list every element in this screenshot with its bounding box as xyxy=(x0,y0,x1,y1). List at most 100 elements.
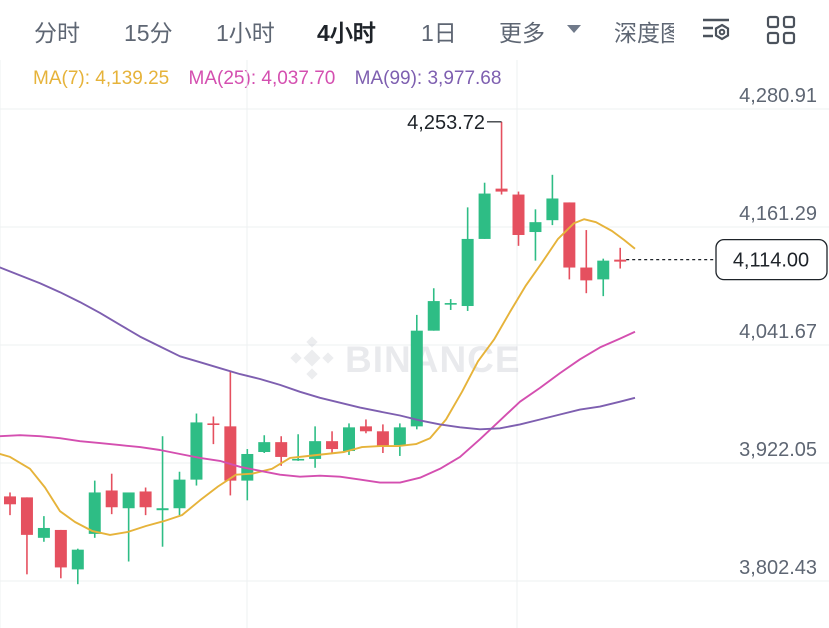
candle-body xyxy=(343,427,355,452)
current-price-box xyxy=(715,238,828,281)
candle-body xyxy=(241,453,254,481)
ma99-legend: MA(99): 3,977.68 xyxy=(354,68,502,89)
candle xyxy=(512,191,525,246)
candle-body xyxy=(495,188,508,192)
tab-4h[interactable]: 4小时 xyxy=(317,20,376,46)
candle-body xyxy=(4,496,16,505)
candle-body xyxy=(207,423,220,426)
candle-body xyxy=(105,490,118,508)
candle-body xyxy=(190,422,203,480)
candle-body xyxy=(122,492,135,509)
candle-body xyxy=(529,222,542,233)
candle xyxy=(88,480,101,538)
ma7-legend: MA(7): 4,139.25 xyxy=(33,68,170,89)
candle xyxy=(275,436,288,466)
candle xyxy=(20,497,33,575)
candle xyxy=(478,182,491,239)
candle xyxy=(207,416,220,445)
candle xyxy=(359,419,372,434)
svg-text:BINANCE: BINANCE xyxy=(345,339,521,380)
candle-body xyxy=(258,442,271,453)
candle xyxy=(495,121,508,195)
candle-body xyxy=(173,479,186,509)
candle-body xyxy=(478,193,491,239)
candle-body xyxy=(275,442,288,457)
y-tick-label-4: 3,802.43 xyxy=(739,557,817,579)
candle-body xyxy=(563,202,576,268)
candle-body xyxy=(580,267,593,281)
candle xyxy=(597,258,610,297)
candle xyxy=(529,209,542,261)
candle-body xyxy=(461,238,474,307)
tab-more[interactable]: 更多 xyxy=(499,20,545,46)
candle xyxy=(105,473,118,515)
candle-body xyxy=(54,529,67,568)
candle xyxy=(241,449,254,501)
candle-body xyxy=(309,441,322,459)
candle-body xyxy=(224,426,237,481)
candle xyxy=(614,247,627,269)
ma25-line xyxy=(0,330,636,484)
tab-depth-chart[interactable]: 深度图 xyxy=(614,20,674,46)
candle xyxy=(309,426,322,468)
chevron-down-icon[interactable] xyxy=(567,25,581,33)
tab-timeline[interactable]: 分时 xyxy=(34,20,80,46)
y-tick-label-1: 4,161.29 xyxy=(739,203,817,225)
candle xyxy=(224,371,237,496)
candle xyxy=(343,423,355,455)
candle xyxy=(292,434,305,461)
candle xyxy=(4,492,16,516)
binance-watermark: BINANCE xyxy=(290,336,520,380)
candle xyxy=(580,230,593,294)
candle-body xyxy=(546,198,559,221)
candle-body xyxy=(614,259,627,262)
candle-body xyxy=(156,508,169,511)
candle-body xyxy=(410,330,423,427)
candle xyxy=(71,548,84,585)
candle-body xyxy=(512,194,525,235)
candle-body xyxy=(376,431,389,447)
candle-body xyxy=(597,260,610,280)
indicator-settings-icon[interactable] xyxy=(700,14,732,46)
ma99-line xyxy=(0,266,636,431)
candle-body xyxy=(88,492,101,534)
candle-body xyxy=(359,426,372,432)
candle xyxy=(546,174,559,226)
candle xyxy=(54,529,67,579)
candle xyxy=(139,487,152,516)
candle xyxy=(258,435,271,453)
candle-body xyxy=(444,303,457,305)
ma25-legend: MA(25): 4,037.70 xyxy=(188,68,336,89)
candle-body xyxy=(139,491,152,508)
tab-1h[interactable]: 1小时 xyxy=(216,20,275,46)
grid-layout-icon[interactable] xyxy=(765,14,797,46)
ma7-line xyxy=(0,218,636,536)
candle xyxy=(427,288,440,331)
candle xyxy=(122,492,135,562)
high-price-label: 4,253.72 xyxy=(407,112,485,134)
candle-body xyxy=(427,301,440,331)
candle xyxy=(444,299,457,310)
y-tick-label-3: 3,922.05 xyxy=(739,439,817,461)
candle-body xyxy=(393,427,406,446)
candle-body xyxy=(292,458,305,461)
y-tick-label-2: 4,041.67 xyxy=(739,321,817,343)
candle xyxy=(156,436,169,547)
candle xyxy=(393,423,406,456)
candle xyxy=(563,202,576,280)
candle-body xyxy=(326,441,339,450)
tab-1d[interactable]: 1日 xyxy=(421,20,457,46)
timeframe-toolbar: 分时 15分 1小时 4小时 1日 更多 深度图 xyxy=(0,0,829,60)
candle-body xyxy=(71,549,84,570)
current-price-label: 4,114.00 xyxy=(733,250,809,272)
candle xyxy=(190,413,203,486)
ma-legend: MA(7): 4,139.25 MA(25): 4,037.70 MA(99):… xyxy=(33,68,515,90)
candle xyxy=(37,516,50,542)
tab-15m[interactable]: 15分 xyxy=(124,20,173,46)
candle-body xyxy=(37,527,50,538)
candle xyxy=(461,207,474,311)
y-tick-label-0: 4,280.91 xyxy=(739,85,817,107)
candle-body xyxy=(20,497,33,535)
candle xyxy=(326,431,339,453)
